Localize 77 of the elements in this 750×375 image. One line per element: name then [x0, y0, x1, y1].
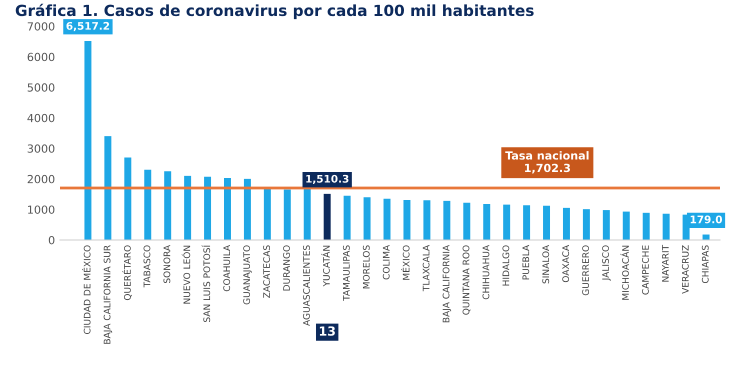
x-tick-label: CIUDAD DE MÉXICO	[82, 245, 91, 334]
y-tick-label: 0	[48, 236, 54, 244]
x-tick-label: ZACATECAS	[263, 245, 270, 298]
x-tick-label: TABASCO	[144, 245, 150, 288]
bar	[264, 188, 271, 240]
bar	[184, 176, 192, 240]
y-tick-label: 5000	[28, 83, 54, 92]
x-tick-label: VERACRUZ	[682, 245, 689, 294]
bar	[602, 210, 610, 240]
bar	[364, 197, 371, 240]
bar	[503, 204, 510, 240]
bar	[384, 198, 390, 240]
x-tick-label: TAMAULIPAS	[342, 245, 350, 301]
x-tick-label: JALISCO	[602, 245, 611, 281]
x-tick-label: PUEBLA	[522, 244, 530, 280]
bar	[224, 178, 231, 240]
text: 13	[320, 326, 335, 336]
y-tick-label: 2000	[28, 174, 54, 184]
x-tick-label: NUEVO LEÓN	[182, 246, 190, 304]
bar	[562, 208, 570, 240]
x-tick-label: HIDALGO	[502, 245, 510, 286]
bar	[284, 190, 291, 240]
data-label: 6,517.2	[66, 22, 110, 32]
x-tick-label: COLIMA	[382, 244, 390, 280]
x-tick-label: CHIHUAHUA	[482, 244, 490, 300]
x-tick-label: COAHUILA	[223, 244, 230, 292]
x-tick-label: CHIAPAS	[702, 245, 709, 284]
x-tick-label: CAMPECHE	[642, 245, 649, 295]
x-tick-label: NAYARIT	[662, 244, 669, 282]
bar	[423, 200, 430, 240]
bar	[144, 170, 152, 240]
x-tick-label: GUERRERO	[582, 245, 590, 296]
bar	[443, 200, 450, 240]
ref-line-label: Tasa nacional 1,702.3	[505, 151, 589, 174]
y-tick-label: 7000	[28, 22, 54, 31]
bar	[124, 158, 132, 240]
bar	[523, 205, 530, 240]
bar	[642, 212, 650, 240]
data-label: 179.0	[690, 215, 722, 224]
bar	[702, 234, 710, 240]
bar	[582, 209, 590, 240]
x-tick-label: GUANAJUATO	[243, 245, 252, 304]
bar	[622, 212, 630, 240]
x-tick-label: SAN LUIS POTOSÍ	[202, 245, 210, 322]
bar	[483, 204, 490, 240]
x-tick-label: BAJA CALIFORNIA	[442, 244, 452, 322]
x-tick-label: SINALOA	[542, 244, 550, 284]
x-tick-label: QUINTANA ROO	[462, 245, 470, 315]
y-tick-label: 1000	[28, 205, 54, 214]
bar	[403, 200, 410, 240]
bar	[344, 196, 351, 240]
x-tick-label: YUCATÁN	[321, 246, 330, 287]
bar	[244, 178, 251, 240]
y-tick-label: 6000	[28, 52, 54, 62]
bar	[164, 171, 172, 240]
x-tick-label: SONORA	[163, 244, 170, 284]
x-tick-label: AGUASCALIENTES	[303, 245, 310, 326]
x-tick-label: MORELOS	[362, 245, 370, 288]
bar	[84, 40, 92, 240]
x-tick-label: QUERÉTARO	[122, 245, 132, 300]
x-tick-label: TLAXCALA	[422, 244, 430, 292]
x-tick-label: MICHOACÁN	[620, 246, 629, 300]
bar	[543, 206, 550, 240]
bar	[304, 188, 311, 240]
x-tick-label: BAJA CALIFORNIA SUR	[104, 245, 112, 344]
x-tick-label: DURANGO	[283, 245, 290, 290]
bar	[463, 202, 470, 240]
x-tick-label: MÉXICO	[401, 245, 410, 280]
x-tick-label: OAXACA	[562, 244, 570, 282]
y-tick-label: 3000	[28, 144, 54, 153]
bar	[324, 194, 331, 240]
data-label: 1,510.3	[306, 174, 348, 184]
chart-title: Gráfica 1. Casos de coronavirus por cada 100 mil habitantes	[16, 4, 534, 20]
bar	[104, 136, 112, 240]
bar	[662, 214, 670, 240]
y-tick-label: 4000	[27, 114, 54, 122]
bar	[204, 176, 212, 240]
